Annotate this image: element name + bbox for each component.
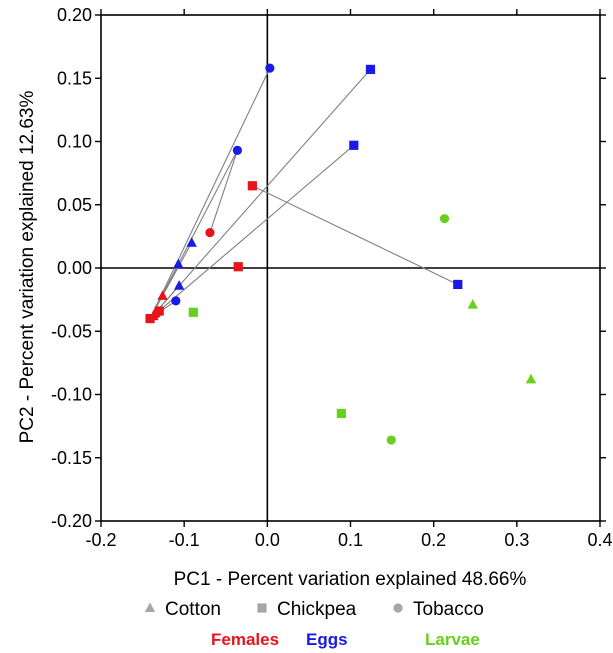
- legend-group-females: Females: [211, 630, 279, 649]
- connection-line: [209, 150, 238, 233]
- y-tick-label: -0.20: [51, 511, 92, 531]
- data-point-females-square: [233, 262, 243, 272]
- data-point-larvae-square: [336, 408, 346, 419]
- legend-group-larvae: Larvae: [425, 630, 480, 649]
- data-point-eggs-circle: [232, 145, 242, 155]
- x-tick-label: -0.1: [169, 530, 200, 550]
- legend-triangle-icon: [144, 602, 156, 612]
- y-tick-label: 0.05: [57, 195, 92, 215]
- connection-line: [252, 185, 459, 285]
- x-tick-label: 0.1: [338, 530, 363, 550]
- legend-label-cotton: Cotton: [165, 599, 221, 620]
- data-point-larvae-square: [188, 307, 198, 317]
- connection-line: [149, 67, 271, 319]
- connection-line: [149, 69, 371, 319]
- data-point-females-triangle: [157, 290, 168, 300]
- y-axis-title: PC2 - Percent variation explained 12.63%: [17, 91, 38, 444]
- legend-label-chickpea: Chickpea: [277, 599, 357, 620]
- x-tick-label: 0.3: [504, 530, 529, 550]
- y-tick-label: 0.20: [57, 5, 92, 25]
- data-point-larvae-triangle: [525, 373, 537, 384]
- y-tick-label: 0.15: [57, 68, 92, 88]
- x-tick-label: 0.2: [421, 530, 446, 550]
- y-tick-label: -0.10: [51, 385, 92, 405]
- data-point-larvae-circle: [386, 435, 396, 445]
- data-point-eggs-circle: [265, 63, 275, 73]
- x-axis-title: PC1 - Percent variation explained 48.66%: [174, 569, 527, 590]
- x-tick-label: 0.4: [587, 530, 612, 550]
- data-point-eggs-triangle: [173, 280, 185, 290]
- data-point-eggs-square: [453, 279, 463, 290]
- y-tick-label: 0.10: [57, 132, 92, 152]
- y-tick-label: -0.05: [51, 321, 92, 341]
- y-tick-label: 0.00: [57, 258, 92, 278]
- data-point-larvae-triangle: [467, 299, 478, 309]
- x-tick-label: 0.0: [255, 530, 280, 550]
- legend-label-tobacco: Tobacco: [413, 599, 484, 620]
- legend: Cotton Chickpea Tobacco Females Eggs Larvae: [144, 599, 484, 649]
- y-tick-label: -0.15: [51, 448, 92, 468]
- data-point-females-circle: [205, 227, 215, 238]
- legend-circle-icon: [393, 603, 403, 613]
- data-point-eggs-square: [349, 140, 359, 150]
- data-point-females-square: [247, 181, 257, 191]
- x-tick-label: -0.2: [85, 530, 116, 550]
- data-point-eggs-square: [365, 64, 376, 74]
- plot-area: -0.2 -0.1 0.0 0.1 0.2 0.3 0.4 0.20 0.15 0.10 0.05 0…: [51, 5, 613, 550]
- data-point-eggs-circle: [171, 296, 181, 306]
- legend-group-eggs: Eggs: [306, 630, 348, 649]
- data-point-eggs-triangle: [173, 258, 184, 269]
- data-point-females-square: [154, 306, 164, 316]
- connection-line: [149, 144, 355, 320]
- data-point-larvae-circle: [439, 214, 450, 224]
- legend-square-icon: [257, 603, 267, 613]
- data-point-eggs-triangle: [186, 237, 197, 247]
